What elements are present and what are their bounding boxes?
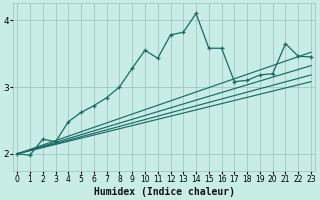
X-axis label: Humidex (Indice chaleur): Humidex (Indice chaleur) xyxy=(94,186,235,197)
